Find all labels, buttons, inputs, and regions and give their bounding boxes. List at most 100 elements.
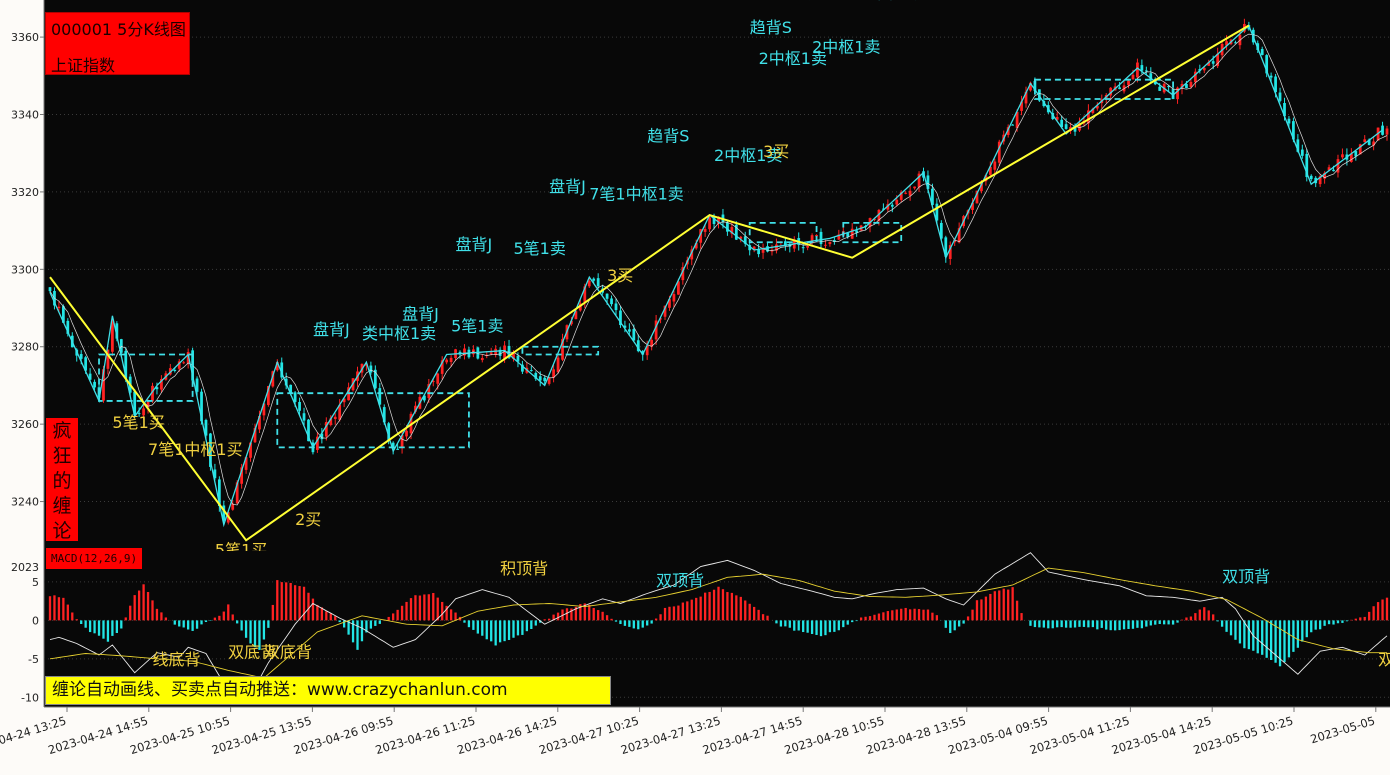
candle-up xyxy=(414,405,417,412)
candle-up xyxy=(775,244,778,251)
candle-up xyxy=(895,199,899,205)
candle-up xyxy=(1127,80,1130,86)
candle-down xyxy=(1265,55,1269,74)
candle-down xyxy=(1185,84,1188,89)
candle-down xyxy=(378,388,382,405)
candle-down xyxy=(882,208,885,210)
candle-up xyxy=(160,378,163,390)
candle-down xyxy=(61,306,65,323)
candle-up xyxy=(677,281,680,295)
signal-label: 3买 xyxy=(607,266,633,285)
candle-down xyxy=(529,370,533,372)
x-tick-label: 2023-05-05 xyxy=(1309,713,1377,746)
candle-down xyxy=(373,369,377,389)
signal-label: 趋背S xyxy=(808,0,850,2)
candle-up xyxy=(271,371,275,387)
candle-down xyxy=(757,249,760,255)
candle-down xyxy=(1292,121,1295,140)
candle-up xyxy=(806,245,810,248)
candle-up xyxy=(449,357,453,363)
candle-down xyxy=(79,354,83,359)
candle-up xyxy=(480,357,484,361)
y-tick-label: 3260 xyxy=(11,418,39,431)
candle-down xyxy=(48,287,52,292)
side-label-char: 疯 xyxy=(52,420,72,442)
candle-up xyxy=(57,306,61,309)
candle-down xyxy=(632,329,636,341)
candle-up xyxy=(262,403,266,416)
macd-histogram xyxy=(48,580,1389,667)
candle-up xyxy=(650,339,654,347)
candle-down xyxy=(498,349,502,356)
candle-down xyxy=(280,362,284,378)
candle-up xyxy=(1372,141,1376,146)
candle-up xyxy=(365,363,368,366)
macd-top-tick-label: 2023 xyxy=(11,561,39,574)
candle-up xyxy=(338,404,342,420)
candle-down xyxy=(1118,87,1121,90)
candle-down xyxy=(712,216,716,224)
candle-up xyxy=(980,182,983,192)
candle-down xyxy=(592,278,596,281)
candle-down xyxy=(222,505,226,521)
y-tick-label: 3300 xyxy=(11,263,39,276)
candle-down xyxy=(596,278,600,287)
candle-down xyxy=(88,373,92,380)
candle-up xyxy=(645,345,649,356)
candle-up xyxy=(142,408,145,416)
macd-signal-label: 双 xyxy=(1378,650,1390,669)
candle-down xyxy=(396,448,399,450)
candle-up xyxy=(561,339,564,360)
zhongshu-box xyxy=(748,221,818,244)
candle-up xyxy=(824,244,827,246)
candle-down xyxy=(173,369,177,371)
signal-label: 盘背J xyxy=(402,305,439,324)
moving-average-line xyxy=(49,33,1388,506)
candle-down xyxy=(93,381,96,388)
candle-up xyxy=(654,320,658,340)
candle-up xyxy=(1006,127,1010,135)
signal-label: 2中枢1卖 xyxy=(812,38,880,57)
candle-up xyxy=(494,348,498,355)
candle-down xyxy=(209,433,212,467)
candle-up xyxy=(904,192,908,194)
candle-up xyxy=(258,416,261,430)
candle-down xyxy=(1234,42,1237,44)
candle-down xyxy=(623,325,627,328)
candle-down xyxy=(1211,61,1215,64)
candle-up xyxy=(235,482,239,504)
candle-down xyxy=(369,365,373,373)
signal-label: 趋背S xyxy=(750,18,792,37)
candle-down xyxy=(293,392,297,402)
signal-label: 盘背J xyxy=(456,235,493,254)
candle-down xyxy=(636,340,640,352)
candle-up xyxy=(552,369,555,378)
candle-down xyxy=(734,224,738,240)
candle-up xyxy=(244,457,248,470)
candle-down xyxy=(641,351,645,355)
signal-label: 2买 xyxy=(295,510,321,529)
candle-down xyxy=(387,423,391,441)
candle-up xyxy=(1336,159,1340,173)
candle-up xyxy=(329,418,333,425)
candle-down xyxy=(1296,139,1300,152)
candle-up xyxy=(739,236,743,239)
signal-label: 类中枢1卖 xyxy=(362,324,436,343)
candle-up xyxy=(752,246,756,251)
candle-down xyxy=(832,240,836,242)
side-label-box: 疯 狂 的 缠 论 xyxy=(46,418,78,542)
candle-down xyxy=(115,323,119,339)
candle-up xyxy=(948,245,952,259)
candle-up xyxy=(503,345,506,360)
candle-down xyxy=(1305,153,1309,178)
candle-up xyxy=(1193,71,1197,83)
macd-y-tick-label: -5 xyxy=(28,653,39,666)
y-tick-label: 3320 xyxy=(11,186,39,199)
candle-down xyxy=(627,329,631,332)
candle-up xyxy=(694,243,698,249)
candle-up xyxy=(1020,101,1023,111)
candle-up xyxy=(703,229,707,232)
